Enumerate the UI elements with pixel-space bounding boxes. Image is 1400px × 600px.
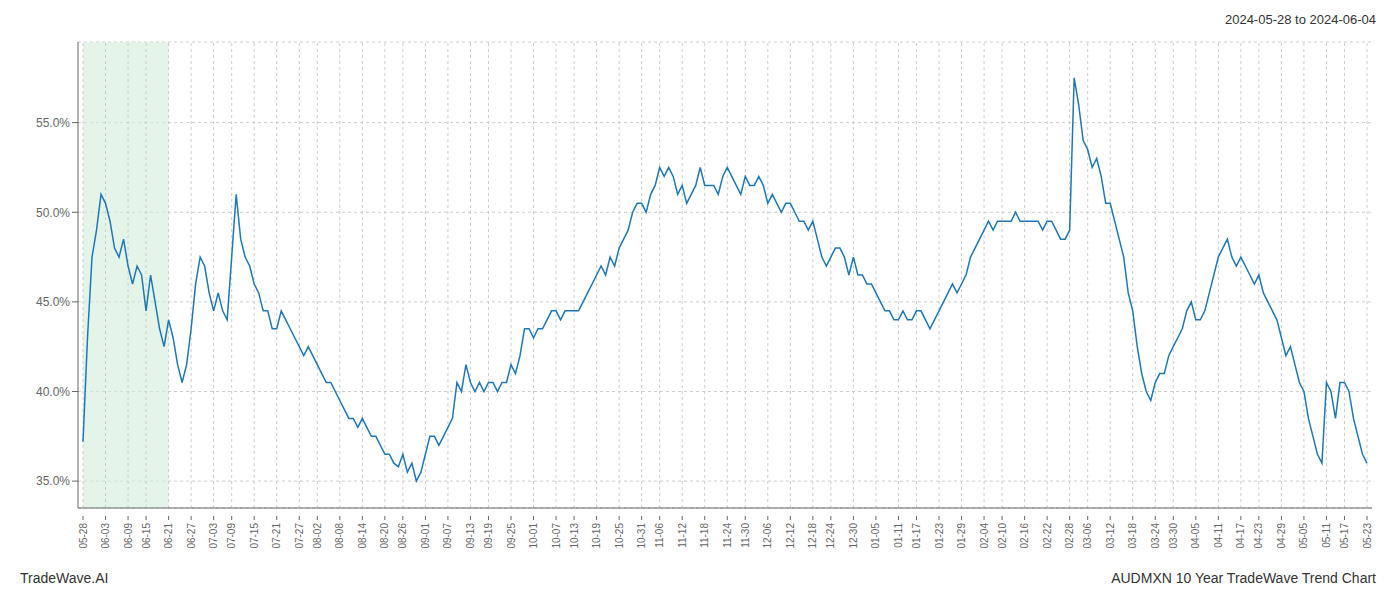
svg-text:09-25: 09-25 [506, 523, 517, 549]
svg-text:35.0%: 35.0% [36, 474, 70, 488]
svg-text:07-03: 07-03 [208, 523, 219, 549]
svg-text:04-17: 04-17 [1235, 523, 1246, 549]
svg-text:06-03: 06-03 [100, 523, 111, 549]
svg-text:03-24: 03-24 [1150, 523, 1161, 549]
svg-text:11-06: 11-06 [654, 523, 665, 548]
svg-text:08-20: 08-20 [379, 523, 390, 549]
svg-text:06-15: 06-15 [141, 523, 152, 549]
svg-text:03-12: 03-12 [1105, 523, 1116, 549]
html-text:2024-05-28 to 2024-06-04: 2024-05-28 to 2024-06-04 [1224, 12, 1376, 27]
svg-text:12-30: 12-30 [848, 523, 859, 549]
svg-text:08-14: 08-14 [357, 523, 368, 549]
svg-text:12-12: 12-12 [785, 523, 796, 549]
svg-text:45.0%: 45.0% [36, 295, 70, 309]
svg-text:05-11: 05-11 [1321, 523, 1332, 548]
svg-text:04-29: 04-29 [1276, 523, 1287, 549]
svg-text:02-28: 02-28 [1064, 523, 1075, 549]
svg-text:08-02: 08-02 [312, 523, 323, 549]
svg-text:01-11: 01-11 [893, 523, 904, 548]
svg-text:01-29: 01-29 [956, 523, 967, 549]
svg-text:10-31: 10-31 [636, 523, 647, 549]
svg-text:05-17: 05-17 [1339, 523, 1350, 549]
svg-text:03-18: 03-18 [1127, 523, 1138, 549]
svg-text:10-01: 10-01 [528, 523, 539, 549]
svg-text:11-24: 11-24 [722, 523, 733, 548]
svg-text:06-21: 06-21 [163, 523, 174, 549]
svg-text:05-28: 05-28 [78, 523, 89, 549]
svg-text:06-27: 06-27 [186, 523, 197, 549]
svg-text:12-18: 12-18 [807, 523, 818, 549]
svg-text:08-08: 08-08 [334, 523, 345, 549]
svg-text:10-25: 10-25 [614, 523, 625, 549]
svg-text:04-11: 04-11 [1213, 523, 1224, 548]
svg-text:09-01: 09-01 [420, 523, 431, 549]
svg-text:04-05: 04-05 [1190, 523, 1201, 549]
svg-text:08-26: 08-26 [397, 523, 408, 549]
svg-text:02-04: 02-04 [979, 523, 990, 549]
svg-text:02-22: 02-22 [1042, 523, 1053, 549]
svg-text:09-13: 09-13 [465, 523, 476, 549]
svg-text:02-10: 02-10 [997, 523, 1008, 549]
html-text:TradeWave.AI: TradeWave.AI [20, 570, 109, 586]
svg-text:05-23: 05-23 [1362, 523, 1373, 549]
svg-text:10-07: 10-07 [551, 523, 562, 549]
svg-text:01-05: 01-05 [870, 523, 881, 549]
svg-text:03-06: 03-06 [1082, 523, 1093, 549]
svg-text:07-27: 07-27 [294, 523, 305, 549]
svg-text:07-21: 07-21 [271, 523, 282, 549]
svg-text:07-09: 07-09 [226, 523, 237, 549]
svg-text:09-19: 09-19 [483, 523, 494, 549]
svg-text:40.0%: 40.0% [36, 385, 70, 399]
svg-text:11-18: 11-18 [699, 523, 710, 548]
svg-text:03-30: 03-30 [1168, 523, 1179, 549]
svg-text:06-09: 06-09 [123, 523, 134, 549]
svg-text:11-12: 11-12 [677, 523, 688, 548]
svg-text:05-05: 05-05 [1298, 523, 1309, 549]
svg-text:04-23: 04-23 [1253, 523, 1264, 549]
svg-text:02-16: 02-16 [1019, 523, 1030, 549]
svg-text:09-07: 09-07 [442, 523, 453, 549]
html-text:AUDMXN 10 Year TradeWave Trend: AUDMXN 10 Year TradeWave Trend Chart [1111, 570, 1376, 586]
svg-text:50.0%: 50.0% [36, 206, 70, 220]
svg-text:11-30: 11-30 [740, 523, 751, 548]
svg-text:01-23: 01-23 [934, 523, 945, 549]
svg-text:07-15: 07-15 [249, 523, 260, 549]
svg-text:10-13: 10-13 [569, 523, 580, 549]
svg-text:10-19: 10-19 [591, 523, 602, 549]
svg-text:01-17: 01-17 [911, 523, 922, 549]
svg-text:12-06: 12-06 [762, 523, 773, 549]
svg-text:12-24: 12-24 [825, 523, 836, 549]
svg-text:55.0%: 55.0% [36, 116, 70, 130]
